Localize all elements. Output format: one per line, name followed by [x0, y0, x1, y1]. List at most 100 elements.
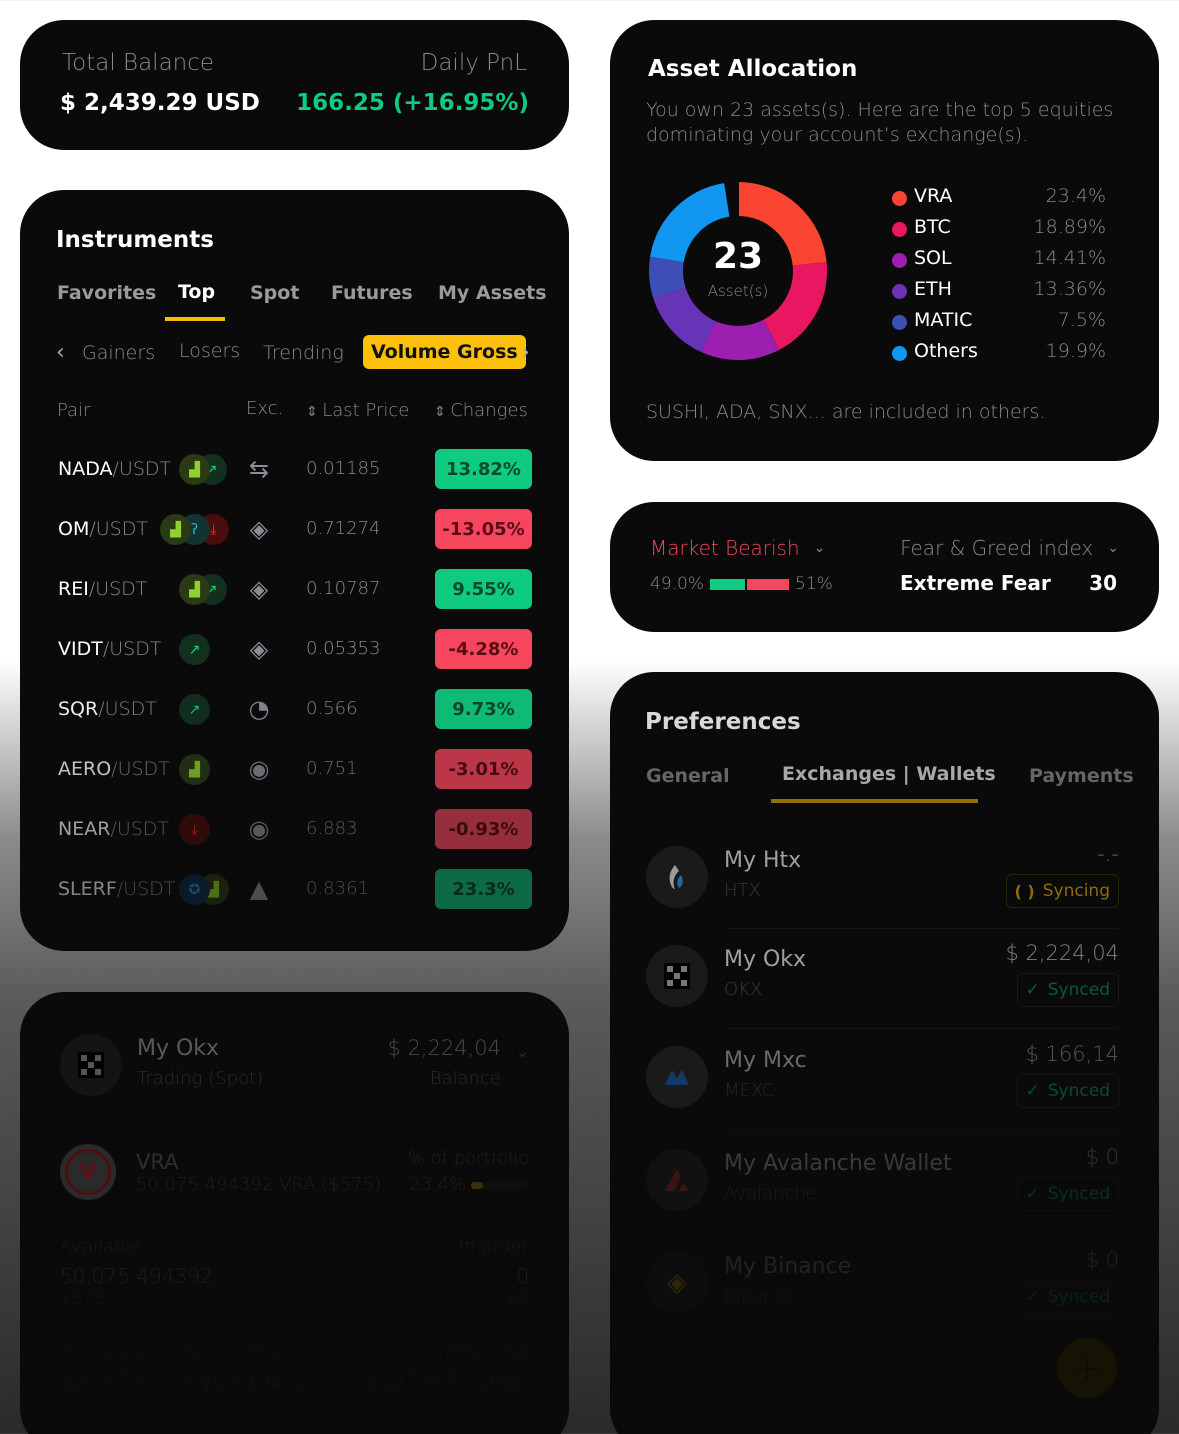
- syncing-icon: ( ): [1014, 881, 1035, 901]
- account-type: Trading (Spot): [137, 1068, 264, 1089]
- cml-pnl-label: Cml PnL (%): [419, 1342, 529, 1363]
- pair-name: AERO/USDT: [58, 758, 170, 780]
- asset-allocation-card: Asset Allocation You own 23 assets(s). H…: [610, 20, 1159, 461]
- avg-cost-label: Average cost / Last price: [60, 1342, 282, 1363]
- tab-my-assets[interactable]: My Assets: [438, 282, 547, 304]
- download-icon: ⤓: [179, 814, 210, 845]
- volume-chart-icon: ▟: [179, 574, 210, 605]
- exchange-row[interactable]: My Htx HTX -.- ( ) Syncing: [610, 842, 1159, 946]
- last-price: 0.751: [306, 758, 358, 779]
- exchange-row[interactable]: My Mxc MEXC $ 166,14 ✓ Synced: [610, 1042, 1159, 1146]
- last-price: 0.8361: [306, 878, 369, 899]
- table-row[interactable]: AERO/USDT ▟ ◉ 0.751 -3.01%: [20, 740, 569, 800]
- change-badge: -4.28%: [435, 629, 532, 669]
- table-row[interactable]: NADA/USDT ↗ ▟ ⇆ 0.01185 13.82%: [20, 440, 569, 500]
- change-badge: 9.73%: [435, 689, 532, 729]
- chevron-down-icon[interactable]: ⌄: [515, 1042, 529, 1061]
- divider: [724, 1028, 1119, 1029]
- available-label: Available: [60, 1236, 142, 1257]
- total-balance-value: $ 2,439.29 USD: [60, 90, 260, 116]
- pair-name: NEAR/USDT: [58, 818, 170, 840]
- asset-holding: 50,075.494392 VRA ($575): [136, 1174, 382, 1195]
- portfolio-bar: [471, 1182, 527, 1189]
- pair-name: SQR/USDT: [58, 698, 157, 720]
- tab-general[interactable]: General: [646, 765, 730, 787]
- instruments-card: Instruments Favorites Top Spot Futures M…: [20, 190, 569, 951]
- binance-icon: ◈: [249, 635, 269, 663]
- trending-up-icon: ↗: [179, 634, 210, 665]
- subtab-trending[interactable]: Trending: [263, 342, 344, 364]
- htx-icon: [646, 846, 708, 908]
- available-usd: $575: [60, 1288, 106, 1309]
- subtab-gainers[interactable]: Gainers: [82, 342, 156, 364]
- tab-top[interactable]: Top: [178, 281, 216, 303]
- tab-favorites[interactable]: Favorites: [57, 282, 157, 304]
- last-price: 6.883: [306, 818, 358, 839]
- change-badge: 13.82%: [435, 449, 532, 489]
- daily-pnl-value: 166.25 (+16.95%): [296, 90, 529, 116]
- add-exchange-button[interactable]: +: [1057, 1338, 1117, 1398]
- market-sentiment-dropdown[interactable]: Market Bearish ⌄: [650, 536, 825, 560]
- table-row[interactable]: NEAR/USDT ⤓ ◉ 6.883 -0.93%: [20, 800, 569, 860]
- bear-bar: [747, 578, 790, 590]
- exchange-row[interactable]: ◈ My Binance Binance $ 0 ✓ Synced: [610, 1248, 1159, 1352]
- status-badge: ✓ Synced: [1016, 1074, 1119, 1108]
- tab-payments[interactable]: Payments: [1029, 765, 1134, 787]
- bull-percent: 49.0%: [650, 574, 705, 594]
- legend-item-others: Others 19.9%: [892, 340, 1106, 371]
- tab-futures[interactable]: Futures: [331, 282, 413, 304]
- volume-chart-icon: ▟: [179, 754, 210, 785]
- column-changes[interactable]: ⇕ Changes: [434, 400, 528, 421]
- column-pair: Pair: [57, 400, 91, 421]
- table-row[interactable]: REI/USDT ↗ ▟ ◈ 0.10787 9.55%: [20, 560, 569, 620]
- change-badge: 23.3%: [435, 869, 532, 909]
- status-badge: ✓ Synced: [1016, 1280, 1119, 1314]
- check-icon: ✓: [1025, 1184, 1040, 1204]
- preferences-title: Preferences: [645, 709, 801, 735]
- subtab-volume-gross[interactable]: Volume Gross: [363, 335, 526, 369]
- account-name: My Okx: [137, 1036, 220, 1061]
- volume-chart-icon: ▟: [160, 514, 191, 545]
- active-tab-indicator: [165, 317, 225, 321]
- portfolio-percent: 23.4%: [409, 1174, 467, 1195]
- table-row[interactable]: SQR/USDT ↗ ◔ 0.566 9.73%: [20, 680, 569, 740]
- daily-pnl-label: Daily PnL: [420, 50, 527, 76]
- subtab-losers[interactable]: Losers: [179, 340, 241, 362]
- last-price: 0.10787: [306, 578, 381, 599]
- gate-icon: ◔: [248, 695, 270, 723]
- table-row[interactable]: OM/USDT ⤓ ʔ ▟ ◈ 0.71274 -13.05%: [20, 500, 569, 560]
- check-icon: ✓: [1025, 1287, 1040, 1307]
- donut-center-label: Asset(s): [707, 282, 769, 300]
- donut-chart: [649, 180, 827, 360]
- legend-dot: [892, 315, 907, 330]
- chevron-right-icon[interactable]: ›: [521, 340, 530, 365]
- table-row[interactable]: VIDT/USDT ↗ ◈ 0.05353 -4.28%: [20, 620, 569, 680]
- chevron-down-icon: ⌄: [1107, 540, 1119, 556]
- column-exchange: Exc.: [246, 398, 284, 419]
- chevron-left-icon[interactable]: ‹: [56, 340, 65, 365]
- last-price: 0.01185: [306, 458, 381, 479]
- bull-bar: [710, 578, 746, 590]
- donut-center-value: 23: [712, 236, 764, 277]
- binance-icon: ◈: [249, 515, 269, 543]
- tab-spot[interactable]: Spot: [250, 282, 300, 304]
- exchange-row[interactable]: My Okx OKX $ 2,224,04 ✓ Synced: [610, 941, 1159, 1045]
- market-sentiment-label: Market Bearish: [650, 536, 800, 560]
- last-price: 0.566: [306, 698, 358, 719]
- market-sentiment-card: Market Bearish ⌄ 49.0% 51% Fear & Greed …: [610, 502, 1159, 632]
- pair-name: SLERF/USDT: [58, 878, 176, 900]
- allocation-footer: SUSHI, ADA, SNX... are included in other…: [646, 401, 1046, 423]
- tab-exchanges-wallets[interactable]: Exchanges | Wallets: [782, 763, 996, 785]
- table-row[interactable]: SLERF/USDT ▟ ✪ ▲ 0.8361 23.3%: [20, 860, 569, 920]
- sort-icon: ⇕: [434, 404, 451, 420]
- trending-up-icon: ↗: [179, 694, 210, 725]
- divider: [724, 928, 1119, 929]
- column-last-price[interactable]: ⇕ Last Price: [306, 400, 410, 421]
- status-badge: ✓ Synced: [1016, 973, 1119, 1007]
- sentiment-bar: 49.0% 51%: [650, 574, 833, 594]
- asset-symbol: VRA: [136, 1150, 179, 1174]
- change-badge: 9.55%: [435, 569, 532, 609]
- fear-greed-dropdown[interactable]: Fear & Greed index ⌄: [900, 536, 1119, 560]
- status-badge: ✓ Synced: [1016, 1177, 1119, 1211]
- exchange-row[interactable]: My Avalanche Wallet Avalanche $ 0 ✓ Sync…: [610, 1145, 1159, 1249]
